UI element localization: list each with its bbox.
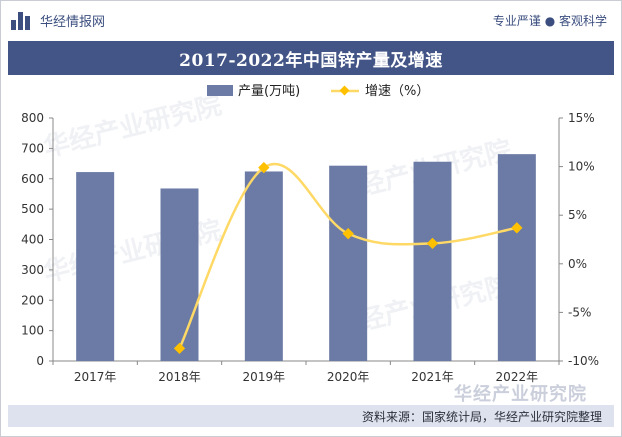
brand-tagline: 专业严谨 ● 客观科学 (492, 14, 607, 28)
x-tick-label: 2020年 (327, 370, 370, 384)
left-tick-label: 300 (21, 263, 44, 277)
left-tick-label: 700 (21, 141, 44, 155)
footer-band: 资料来源：国家统计局，华经产业研究院整理 (8, 405, 614, 427)
growth-point (426, 237, 439, 250)
right-tick-label: 0% (568, 257, 587, 271)
legend-swatch-marker (339, 85, 350, 96)
legend-label-bar: 产量(万吨) (238, 84, 300, 99)
left-tick-label: 100 (21, 324, 44, 338)
growth-point (173, 342, 186, 355)
right-tick-label: 5% (568, 208, 587, 222)
right-tick-label: -5% (568, 305, 591, 319)
left-tick-label: 200 (21, 293, 44, 307)
top-bar: 华经情报网 专业严谨 ● 客观科学 (1, 1, 621, 37)
brand: 华经情报网 (11, 11, 105, 30)
left-tick-label: 800 (21, 111, 44, 125)
chart-title: 2017-2022年中国锌产量及增速 (8, 41, 614, 75)
watermark-logo-text: 华经产业研究院 (454, 384, 587, 405)
right-tick-label: 15% (568, 111, 595, 125)
x-tick-label: 2018年 (158, 370, 201, 384)
chart-svg: 0 100 200 300 400 500 600 700 800 -10% -5% 0% 5% 10% 1… (21, 84, 599, 384)
bar (76, 172, 115, 361)
left-tick-label: 600 (21, 172, 44, 186)
bar (160, 188, 199, 361)
x-tick-label: 2017年 (74, 370, 117, 384)
legend-label-line: 增速（%） (365, 84, 429, 99)
x-tick-label: 2019年 (243, 370, 286, 384)
right-tick-label: 10% (568, 160, 595, 174)
brand-logo-icon (11, 11, 33, 30)
x-tick-label: 2022年 (496, 370, 539, 384)
source-note: 资料来源：国家统计局，华经产业研究院整理 (361, 410, 602, 424)
right-tick-label: -10% (568, 354, 599, 368)
bar (413, 161, 452, 361)
growth-point (258, 161, 270, 174)
growth-line (178, 162, 518, 349)
bar (329, 165, 368, 361)
legend-swatch-bar (207, 85, 233, 96)
x-tick-label: 2021年 (411, 370, 454, 384)
bar (244, 171, 283, 361)
growth-point (342, 228, 354, 240)
left-tick-label: 0 (36, 354, 44, 368)
brand-name: 华经情报网 (40, 15, 106, 30)
bar (497, 154, 536, 361)
left-tick-label: 500 (21, 202, 44, 216)
left-tick-label: 400 (21, 233, 44, 247)
